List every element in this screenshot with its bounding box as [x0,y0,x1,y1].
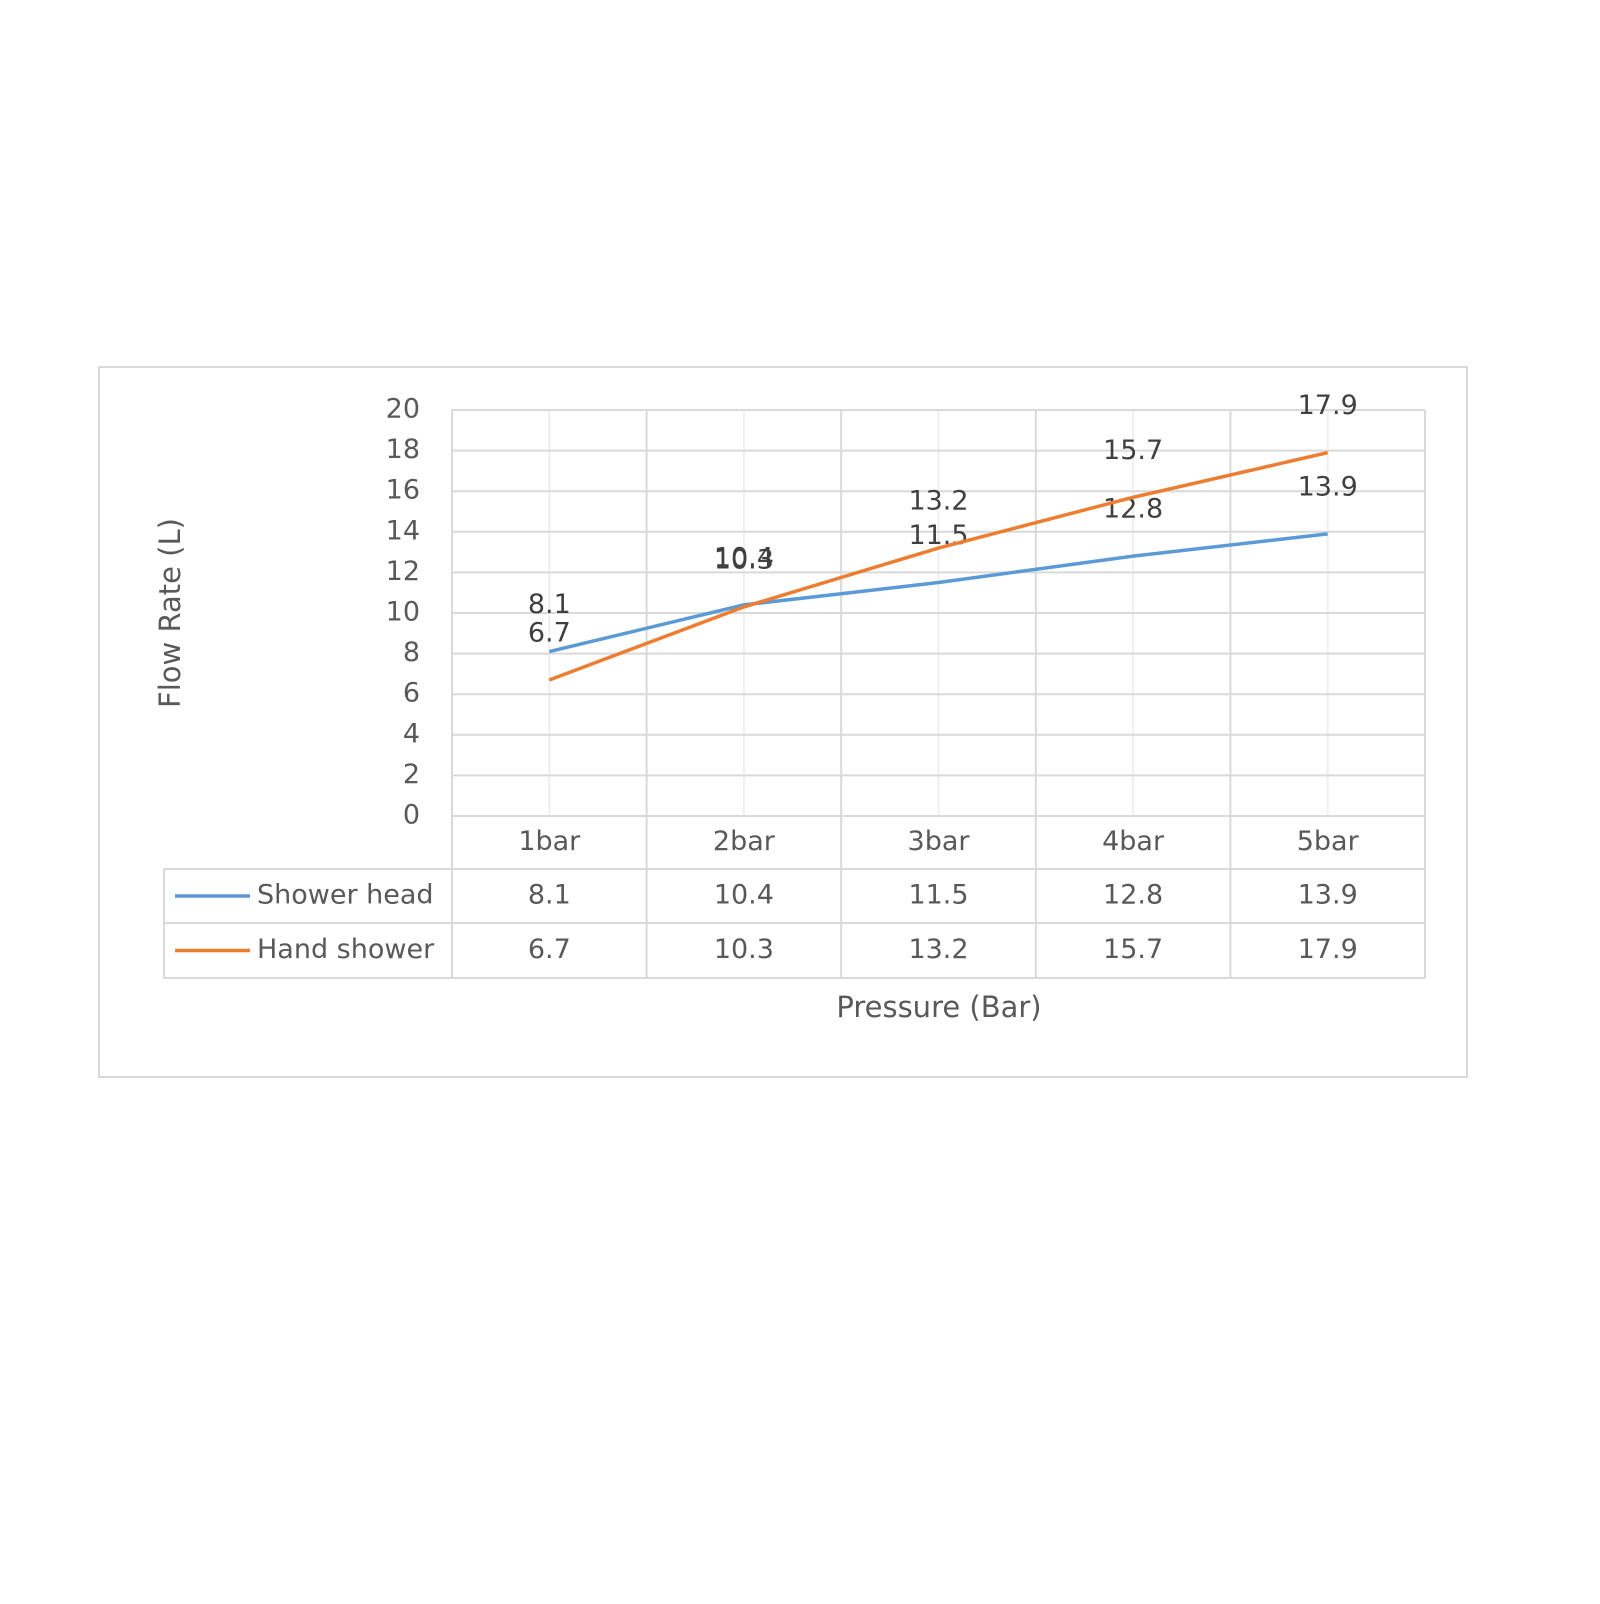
table-value: 8.1 [528,880,571,911]
data-label: 17.9 [1298,390,1358,421]
x-tick-label: 3bar [908,826,971,857]
data-label: 8.1 [528,589,571,620]
table-value: 13.2 [908,934,968,965]
series-line [548,450,1329,682]
y-tick-label: 8 [403,637,420,668]
y-tick-label: 20 [386,394,420,425]
table-value: 11.5 [908,880,968,911]
data-label: 10.3 [714,544,774,575]
y-tick-label: 14 [386,515,420,546]
y-tick-label: 10 [386,597,420,628]
y-tick-label: 4 [403,718,420,749]
chart-frame [98,366,1468,1078]
data-label: 11.5 [908,520,968,551]
data-label: 15.7 [1103,435,1163,466]
table-value: 17.9 [1298,934,1358,965]
legend-label: Shower head [257,880,434,911]
y-tick-label: 6 [403,678,420,709]
y-tick-label: 2 [403,759,420,790]
y-tick-label: 12 [386,556,420,587]
table-value: 13.9 [1298,880,1358,911]
data-label: 13.2 [908,486,968,517]
data-label: 10.4 [714,542,774,573]
table-value: 15.7 [1103,934,1163,965]
data-label: 13.9 [1298,471,1358,502]
data-label: 6.7 [528,617,571,648]
series-line [548,532,1328,654]
y-axis-title: Flow Rate (L) [153,518,187,708]
x-tick-label: 1bar [518,826,581,857]
table-value: 10.3 [714,934,774,965]
y-tick-label: 0 [403,800,420,831]
table-value: 10.4 [714,880,774,911]
y-tick-label: 18 [386,434,420,465]
x-tick-label: 4bar [1102,826,1165,857]
table-value: 12.8 [1103,880,1163,911]
x-axis-title: Pressure (Bar) [836,990,1041,1024]
x-tick-label: 5bar [1297,826,1360,857]
x-tick-label: 2bar [713,826,776,857]
legend-label: Hand shower [257,934,435,965]
table-value: 6.7 [528,934,571,965]
y-tick-label: 16 [386,475,420,506]
